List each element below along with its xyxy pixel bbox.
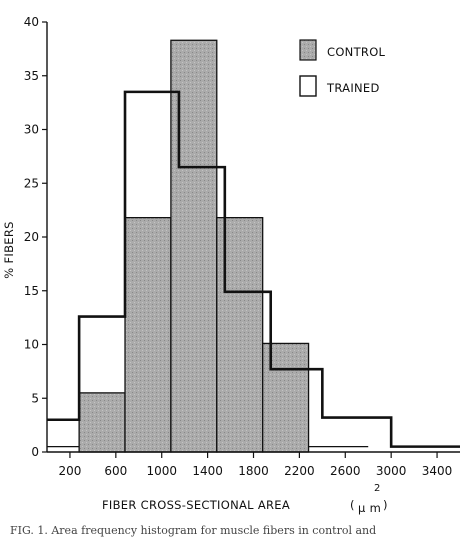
trained-series-outline: [47, 90, 460, 448]
x-axis-unit-base: μ m: [358, 501, 381, 515]
x-tick-label-0: 200: [58, 464, 81, 478]
y-axis-label: % FIBERS: [2, 221, 16, 278]
y-tick-label-4: 20: [24, 230, 39, 244]
y-tick-label-6: 30: [24, 123, 39, 137]
y-tick-label-5: 25: [24, 176, 39, 190]
x-axis-label-open-paren: (: [350, 498, 355, 512]
y-tick-label-2: 10: [24, 338, 39, 352]
y-tick-label-7: 35: [24, 69, 39, 83]
y-tick-label-1: 5: [31, 391, 39, 405]
legend: CONTROL TRAINED: [299, 39, 386, 97]
legend-label-trained: TRAINED: [326, 81, 380, 95]
control-bar-1: [78, 392, 126, 453]
x-tick-label-6: 2600: [330, 464, 361, 478]
x-tick-label-3: 1400: [192, 464, 223, 478]
y-tick-label-8: 40: [24, 15, 39, 29]
x-tick-label-1: 600: [104, 464, 127, 478]
control-bar-2: [124, 216, 172, 453]
legend-label-control: CONTROL: [327, 45, 386, 59]
y-tick-label-3: 15: [24, 284, 39, 298]
x-axis-label: FIBER CROSS-SECTIONAL AREA ( μ m 2 ): [102, 483, 388, 515]
axis-ticks: 0 5 10 15 20 25 30 35 40 200 600 1000 1400 1800 2200 26…: [24, 15, 453, 478]
x-axis-label-text: FIBER CROSS-SECTIONAL AREA: [102, 498, 290, 512]
y-tick-label-0: 0: [31, 445, 39, 459]
x-tick-label-2: 1000: [146, 464, 177, 478]
x-axis-unit-exponent: 2: [374, 483, 381, 494]
figure-caption: FIG. 1. Area frequency histogram for mus…: [10, 524, 377, 537]
control-series-bars: [78, 39, 310, 453]
x-tick-label-5: 2200: [284, 464, 315, 478]
x-tick-label-4: 1800: [238, 464, 269, 478]
x-tick-label-8: 3400: [422, 464, 453, 478]
legend-swatch-trained: [299, 75, 317, 97]
legend-swatch-control: [299, 39, 317, 61]
trained-series-line: [47, 90, 460, 448]
x-axis-label-close-paren: ): [383, 498, 388, 512]
x-tick-label-7: 3000: [376, 464, 407, 478]
